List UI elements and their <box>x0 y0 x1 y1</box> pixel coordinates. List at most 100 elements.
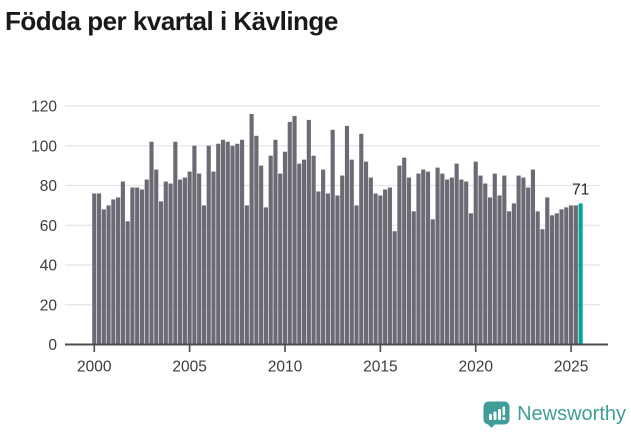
highlighted-bar <box>578 203 583 345</box>
bar <box>440 173 445 345</box>
bar <box>540 229 545 345</box>
bar <box>397 165 402 345</box>
bar <box>545 197 550 345</box>
bar <box>373 193 378 345</box>
bar <box>330 129 335 345</box>
bar <box>297 163 302 345</box>
bar <box>211 171 216 345</box>
bar <box>445 179 450 345</box>
bar <box>363 161 369 345</box>
x-axis-label: 2000 <box>77 359 112 376</box>
bar <box>454 163 459 345</box>
bar <box>502 175 507 345</box>
bar <box>206 145 211 345</box>
newsworthy-logo-link[interactable]: Newsworthy <box>483 401 626 428</box>
y-axis-label: 120 <box>31 99 57 116</box>
bar <box>325 193 330 345</box>
bar <box>564 207 569 345</box>
bar <box>459 179 464 345</box>
bar <box>187 171 192 345</box>
bar <box>521 177 526 345</box>
bar <box>268 155 273 345</box>
bar <box>340 175 345 345</box>
bar <box>125 221 130 345</box>
x-axis-label: 2010 <box>268 359 303 376</box>
bar <box>425 171 431 345</box>
bar <box>473 161 478 345</box>
bar <box>278 173 283 345</box>
bar <box>344 125 350 345</box>
bar <box>244 205 249 345</box>
bar <box>173 141 178 345</box>
bar <box>287 121 292 345</box>
x-axis-label: 2025 <box>554 359 588 376</box>
bar <box>197 173 202 345</box>
bar <box>478 175 483 345</box>
y-axis-label: 100 <box>31 138 57 155</box>
bar <box>249 113 254 345</box>
bar <box>483 183 488 345</box>
bar <box>368 177 373 345</box>
x-axis-label: 2005 <box>172 359 206 376</box>
newsworthy-pin-barchart-icon <box>483 401 510 428</box>
y-axis-label: 80 <box>40 178 58 195</box>
last-value-annotation: 71 <box>572 181 589 198</box>
bar <box>230 145 235 345</box>
bar <box>378 195 383 345</box>
bar <box>192 145 197 345</box>
x-axis-label: 2020 <box>458 359 493 376</box>
bar <box>359 133 364 345</box>
bar <box>487 197 493 345</box>
bar <box>220 139 226 345</box>
bar <box>130 187 135 345</box>
bar <box>116 197 121 345</box>
bar <box>263 207 268 345</box>
bar <box>497 195 502 345</box>
bar <box>292 115 297 345</box>
bar <box>235 143 240 345</box>
bar <box>549 215 555 345</box>
bar <box>316 191 321 345</box>
y-axis-label: 20 <box>40 297 58 314</box>
bar <box>406 177 412 345</box>
bar <box>535 211 540 345</box>
bar <box>92 193 97 345</box>
bar <box>559 209 564 345</box>
bar <box>149 141 154 345</box>
bar <box>282 151 288 345</box>
y-axis-label: 60 <box>40 218 58 235</box>
bar <box>402 157 407 345</box>
bar <box>240 139 245 345</box>
bar <box>573 205 578 345</box>
bar <box>96 193 102 345</box>
bar <box>526 187 531 345</box>
bar <box>464 181 469 345</box>
bar <box>392 231 397 345</box>
bar <box>273 139 278 345</box>
bar <box>354 205 359 345</box>
chart-title: Födda per kvartal i Kävlinge <box>5 6 338 36</box>
bar <box>421 169 426 345</box>
bar <box>158 201 164 345</box>
bar <box>311 155 316 345</box>
bar-chart: 0 20 40 60 80 100 120 2000 2005 2010 2015 2020 2025 7… <box>31 99 608 376</box>
bar <box>387 187 392 345</box>
bar <box>216 143 221 345</box>
bar <box>349 159 354 345</box>
bar <box>111 199 116 345</box>
bar <box>435 167 440 345</box>
bar <box>516 175 521 345</box>
bar <box>168 183 173 345</box>
bar <box>416 173 421 345</box>
bar <box>411 211 416 345</box>
bar <box>106 205 111 345</box>
bar <box>154 169 159 345</box>
bar <box>182 177 187 345</box>
bar <box>101 209 106 345</box>
bar <box>163 181 168 345</box>
bar <box>430 219 435 345</box>
bar <box>306 119 311 345</box>
bar <box>178 179 183 345</box>
x-axis-label: 2015 <box>363 359 397 376</box>
